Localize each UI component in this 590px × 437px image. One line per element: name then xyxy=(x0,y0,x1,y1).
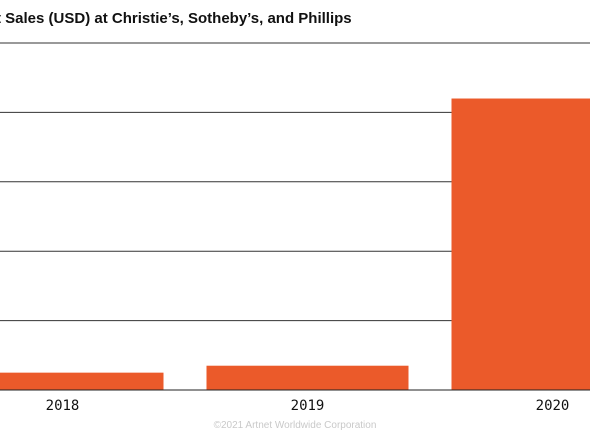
bar-2019 xyxy=(206,365,409,390)
copyright-footer: ©2021 Artnet Worldwide Corporation xyxy=(213,420,377,431)
x-tick-label-2020: 2020 xyxy=(536,398,570,414)
x-tick-label-2018: 2018 xyxy=(46,398,80,414)
x-tick-label-2019: 2019 xyxy=(291,398,325,414)
bars xyxy=(0,98,590,391)
chart-title: t Sales (USD) at Christie’s, Sotheby’s, … xyxy=(0,10,352,27)
x-tick-labels: 2018 2019 2020 xyxy=(46,398,570,414)
bar-2020 xyxy=(451,98,590,391)
bar-2018 xyxy=(0,372,164,390)
